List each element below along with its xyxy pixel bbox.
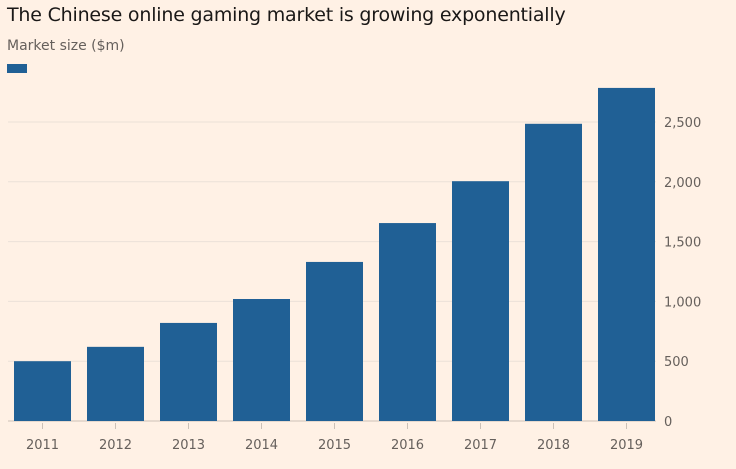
legend-swatch (7, 64, 27, 73)
bar-2013 (160, 322, 217, 421)
x-tick-label: 2019 (610, 438, 643, 453)
bar-2012 (87, 346, 144, 421)
x-tick-label: 2017 (464, 438, 497, 453)
bar-2015 (306, 261, 363, 421)
bar-2018 (525, 123, 582, 421)
x-tick-label: 2018 (537, 438, 570, 453)
y-tick-label: 1,500 (664, 236, 701, 251)
bar-2011 (14, 361, 71, 421)
x-tick-label: 2016 (391, 438, 424, 453)
bar-2017 (452, 181, 509, 421)
x-tick-label: 2011 (26, 438, 59, 453)
y-tick-label: 1,000 (664, 295, 701, 310)
x-tick-label: 2014 (245, 438, 278, 453)
y-tick-label: 2,500 (664, 116, 701, 131)
y-tick-label: 2,000 (664, 176, 701, 191)
chart-subtitle: Market size ($m) (7, 38, 125, 54)
x-tick-label: 2012 (99, 438, 132, 453)
y-tick-label: 0 (664, 415, 672, 430)
x-tick-label: 2013 (172, 438, 205, 453)
bar-2014 (233, 299, 290, 421)
chart-title: The Chinese online gaming market is grow… (7, 4, 566, 26)
bar-2019 (598, 87, 655, 421)
y-tick-label: 500 (664, 355, 689, 370)
x-tick-label: 2015 (318, 438, 351, 453)
bar-2016 (379, 223, 436, 421)
